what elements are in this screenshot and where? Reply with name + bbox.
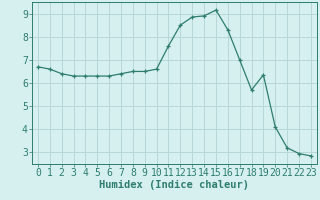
- X-axis label: Humidex (Indice chaleur): Humidex (Indice chaleur): [100, 180, 249, 190]
